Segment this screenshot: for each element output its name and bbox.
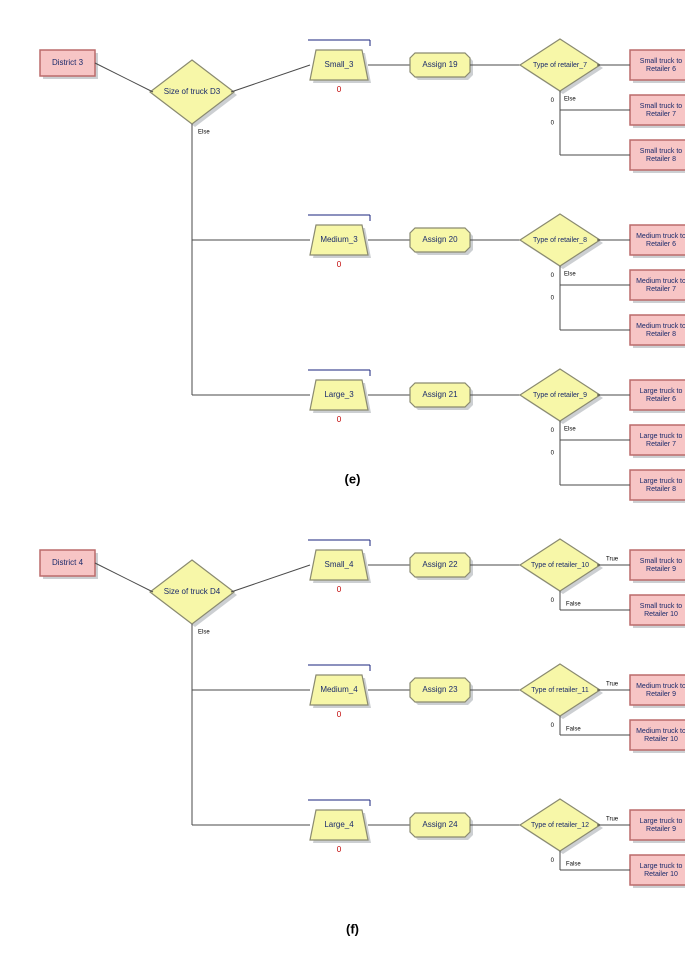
svg-text:District 3: District 3 (52, 58, 84, 67)
svg-text:0: 0 (337, 585, 342, 594)
svg-text:0: 0 (337, 710, 342, 719)
svg-text:0: 0 (337, 845, 342, 854)
svg-text:0: 0 (551, 273, 555, 279)
svg-text:0: 0 (337, 415, 342, 424)
svg-text:Type of retailer_12: Type of retailer_12 (531, 822, 589, 829)
svg-text:0: 0 (551, 723, 555, 729)
svg-text:District 4: District 4 (52, 558, 84, 567)
svg-text:Medium truck toRetailer 10: Medium truck toRetailer 10 (636, 728, 685, 743)
svg-text:Small truck toRetailer 10: Small truck toRetailer 10 (640, 603, 683, 618)
svg-text:0: 0 (337, 260, 342, 269)
svg-text:0: 0 (551, 296, 555, 302)
svg-text:0: 0 (551, 451, 555, 457)
svg-text:Small truck toRetailer 7: Small truck toRetailer 7 (640, 103, 683, 118)
svg-text:Assign 24: Assign 24 (422, 820, 458, 829)
svg-text:Assign 19: Assign 19 (422, 60, 458, 69)
svg-text:0: 0 (551, 98, 555, 104)
svg-text:Else: Else (198, 630, 210, 636)
svg-text:Else: Else (564, 272, 576, 278)
svg-text:0: 0 (551, 428, 555, 434)
svg-text:True: True (606, 682, 619, 688)
svg-text:(f): (f) (346, 921, 359, 936)
svg-text:False: False (566, 602, 581, 608)
svg-text:Assign 20: Assign 20 (422, 235, 458, 244)
svg-text:Assign 21: Assign 21 (422, 390, 458, 399)
svg-text:Type of retailer_9: Type of retailer_9 (533, 392, 587, 399)
svg-text:0: 0 (337, 85, 342, 94)
svg-text:Small_4: Small_4 (325, 560, 354, 569)
svg-text:Else: Else (198, 130, 210, 136)
svg-text:False: False (566, 727, 581, 733)
svg-text:0: 0 (551, 121, 555, 127)
svg-text:Type of retailer_10: Type of retailer_10 (531, 562, 589, 569)
svg-text:(e): (e) (345, 471, 361, 486)
svg-text:Large truck toRetailer 10: Large truck toRetailer 10 (640, 863, 683, 878)
svg-text:True: True (606, 817, 619, 823)
svg-text:Large_3: Large_3 (324, 390, 354, 399)
svg-text:Else: Else (564, 97, 576, 103)
svg-text:Size of truck D3: Size of truck D3 (164, 87, 221, 96)
svg-text:Assign 22: Assign 22 (422, 560, 458, 569)
svg-text:False: False (566, 862, 581, 868)
svg-text:Small truck toRetailer 6: Small truck toRetailer 6 (640, 58, 683, 73)
svg-text:Assign 23: Assign 23 (422, 685, 458, 694)
svg-text:Small_3: Small_3 (325, 60, 354, 69)
diagram-svg: District 3 Size of truck D3 Else Small_3 0 As… (10, 10, 685, 944)
svg-text:Small truck toRetailer 8: Small truck toRetailer 8 (640, 148, 683, 163)
svg-text:Medium_3: Medium_3 (320, 235, 358, 244)
svg-text:Else: Else (564, 427, 576, 433)
svg-text:True: True (606, 557, 619, 563)
svg-text:Type of retailer_8: Type of retailer_8 (533, 237, 587, 244)
svg-text:Large_4: Large_4 (324, 820, 354, 829)
svg-text:Type of retailer_11: Type of retailer_11 (531, 687, 589, 694)
svg-text:0: 0 (551, 598, 555, 604)
svg-text:0: 0 (551, 858, 555, 864)
svg-text:Size of truck D4: Size of truck D4 (164, 587, 221, 596)
svg-text:Small truck toRetailer 9: Small truck toRetailer 9 (640, 558, 683, 573)
svg-text:Type of retailer_7: Type of retailer_7 (533, 62, 587, 69)
svg-text:Medium_4: Medium_4 (320, 685, 358, 694)
